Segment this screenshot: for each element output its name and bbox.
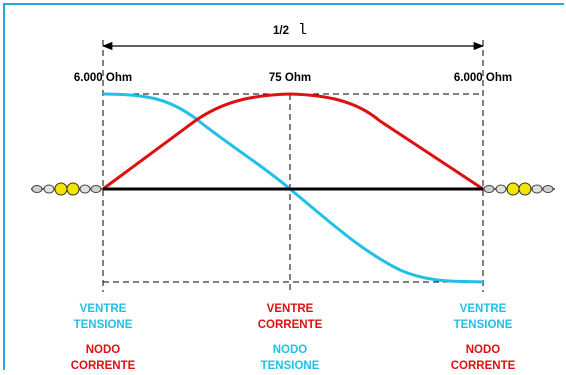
left-top-line2: TENSIONE [74, 319, 133, 331]
center-bot-line2: TENSIONE [261, 360, 320, 372]
left-top-line1: VENTRE [80, 303, 127, 315]
half-wave-label: 1/2 l [273, 21, 307, 39]
right-bot-line1: NODO [466, 344, 501, 356]
left-bot-line2: CORRENTE [71, 360, 136, 372]
insulator-right-icon [482, 182, 556, 196]
right-top-line2: TENSIONE [454, 319, 513, 331]
impedance-left-label: 6.000 Ohm [74, 72, 132, 84]
frame-border [3, 3, 564, 370]
impedance-center-label: 75 Ohm [269, 72, 311, 84]
right-bot-line2: CORRENTE [451, 360, 516, 372]
insulator-left-icon [30, 182, 104, 196]
center-bot-line1: NODO [273, 344, 308, 356]
left-bot-line1: NODO [86, 344, 121, 356]
current-curve [102, 92, 484, 191]
impedance-right-label: 6.000 Ohm [454, 72, 512, 84]
right-top-line1: VENTRE [460, 303, 507, 315]
center-top-line2: CORRENTE [258, 319, 323, 331]
center-top-line1: VENTRE [267, 303, 314, 315]
